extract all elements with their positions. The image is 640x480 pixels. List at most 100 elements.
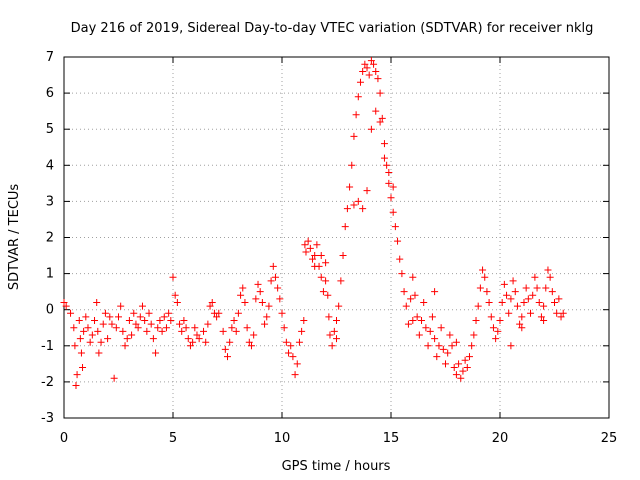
data-point-marker: [459, 367, 467, 375]
data-point-marker: [302, 248, 310, 256]
data-point-marker: [291, 371, 299, 379]
data-point-marker: [511, 288, 519, 296]
data-point-marker: [433, 353, 441, 361]
data-point-marker: [400, 288, 408, 296]
data-point-marker: [444, 349, 452, 357]
data-point-marker: [389, 183, 397, 191]
data-point-marker: [385, 179, 393, 187]
data-point-marker: [481, 273, 489, 281]
data-point-marker: [241, 298, 249, 306]
data-point-marker: [245, 338, 253, 346]
data-point-marker: [350, 132, 358, 140]
data-point-marker: [363, 64, 371, 72]
data-point-marker: [206, 302, 214, 310]
data-point-marker: [182, 324, 190, 332]
data-point-marker: [228, 324, 236, 332]
data-point-marker: [448, 342, 456, 350]
data-point-marker: [202, 338, 210, 346]
data-point-marker: [110, 374, 118, 382]
data-point-marker: [232, 327, 240, 335]
data-point-marker: [162, 324, 170, 332]
data-point-marker: [359, 205, 367, 213]
data-point-marker: [125, 317, 133, 325]
data-point-marker: [407, 295, 415, 303]
data-point-marker: [72, 382, 80, 390]
data-point-marker: [391, 223, 399, 231]
data-point-marker: [208, 298, 216, 306]
data-point-marker: [309, 255, 317, 263]
data-point-marker: [160, 313, 168, 321]
x-tick-label: 25: [601, 431, 618, 446]
data-point-marker: [452, 338, 460, 346]
data-point-marker: [141, 317, 149, 325]
data-point-marker: [537, 313, 545, 321]
data-point-marker: [167, 317, 175, 325]
data-point-marker: [165, 309, 173, 317]
y-tick-label: 5: [46, 122, 54, 137]
data-point-marker: [527, 309, 535, 317]
data-point-marker: [104, 335, 112, 343]
data-point-marker: [376, 118, 384, 126]
data-point-marker: [483, 288, 491, 296]
data-point-marker: [293, 360, 301, 368]
data-point-marker: [367, 57, 375, 65]
data-point-marker: [239, 284, 247, 292]
data-point-marker: [509, 277, 517, 285]
data-point-marker: [522, 284, 530, 292]
data-point-marker: [324, 291, 332, 299]
data-point-marker: [278, 309, 286, 317]
data-point-marker: [337, 277, 345, 285]
data-point-marker: [289, 353, 297, 361]
data-point-marker: [184, 335, 192, 343]
data-point-marker: [387, 194, 395, 202]
data-point-marker: [376, 89, 384, 97]
data-point-marker: [91, 317, 99, 325]
data-point-marker: [455, 360, 463, 368]
data-point-marker: [359, 67, 367, 75]
data-point-marker: [435, 342, 443, 350]
data-point-marker: [516, 320, 524, 328]
data-point-marker: [413, 313, 421, 321]
data-point-marker: [544, 266, 552, 274]
y-tick-label: 3: [46, 194, 54, 209]
data-point-marker: [553, 309, 561, 317]
data-point-marker: [333, 317, 340, 325]
data-point-marker: [158, 327, 166, 335]
data-point-marker: [79, 363, 87, 371]
x-tick-label: 5: [169, 431, 177, 446]
data-point-marker: [84, 324, 92, 332]
y-tick-label: 0: [46, 303, 54, 318]
data-point-marker: [234, 309, 242, 317]
data-point-marker: [128, 331, 136, 339]
data-point-marker: [468, 342, 476, 350]
data-point-marker: [271, 273, 279, 281]
data-point-marker: [476, 284, 484, 292]
data-point-marker: [276, 295, 284, 303]
data-point-marker: [507, 295, 515, 303]
data-point-marker: [529, 291, 537, 299]
data-point-marker: [555, 295, 563, 303]
data-point-marker: [518, 313, 526, 321]
data-point-marker: [285, 349, 293, 357]
chart-title: Day 216 of 2019, Sidereal Day-to-day VTE…: [71, 21, 594, 36]
data-point-marker: [396, 255, 404, 263]
data-point-marker: [204, 320, 212, 328]
data-point-marker: [450, 363, 458, 371]
data-point-marker: [496, 317, 504, 325]
data-point-marker: [145, 309, 153, 317]
data-point-marker: [186, 342, 194, 350]
data-point-marker: [557, 313, 565, 321]
data-point-marker: [269, 262, 277, 270]
data-point-marker: [472, 317, 480, 325]
data-point-marker: [354, 197, 362, 205]
data-point-marker: [169, 273, 177, 281]
data-point-marker: [226, 338, 234, 346]
data-point-marker: [195, 335, 203, 343]
y-tick-label: 1: [46, 267, 54, 282]
y-tick-label: 7: [46, 50, 54, 65]
data-point-marker: [520, 298, 528, 306]
data-point-marker: [531, 273, 539, 281]
data-point-marker: [67, 309, 75, 317]
data-point-marker: [86, 338, 94, 346]
data-point-marker: [311, 262, 319, 270]
